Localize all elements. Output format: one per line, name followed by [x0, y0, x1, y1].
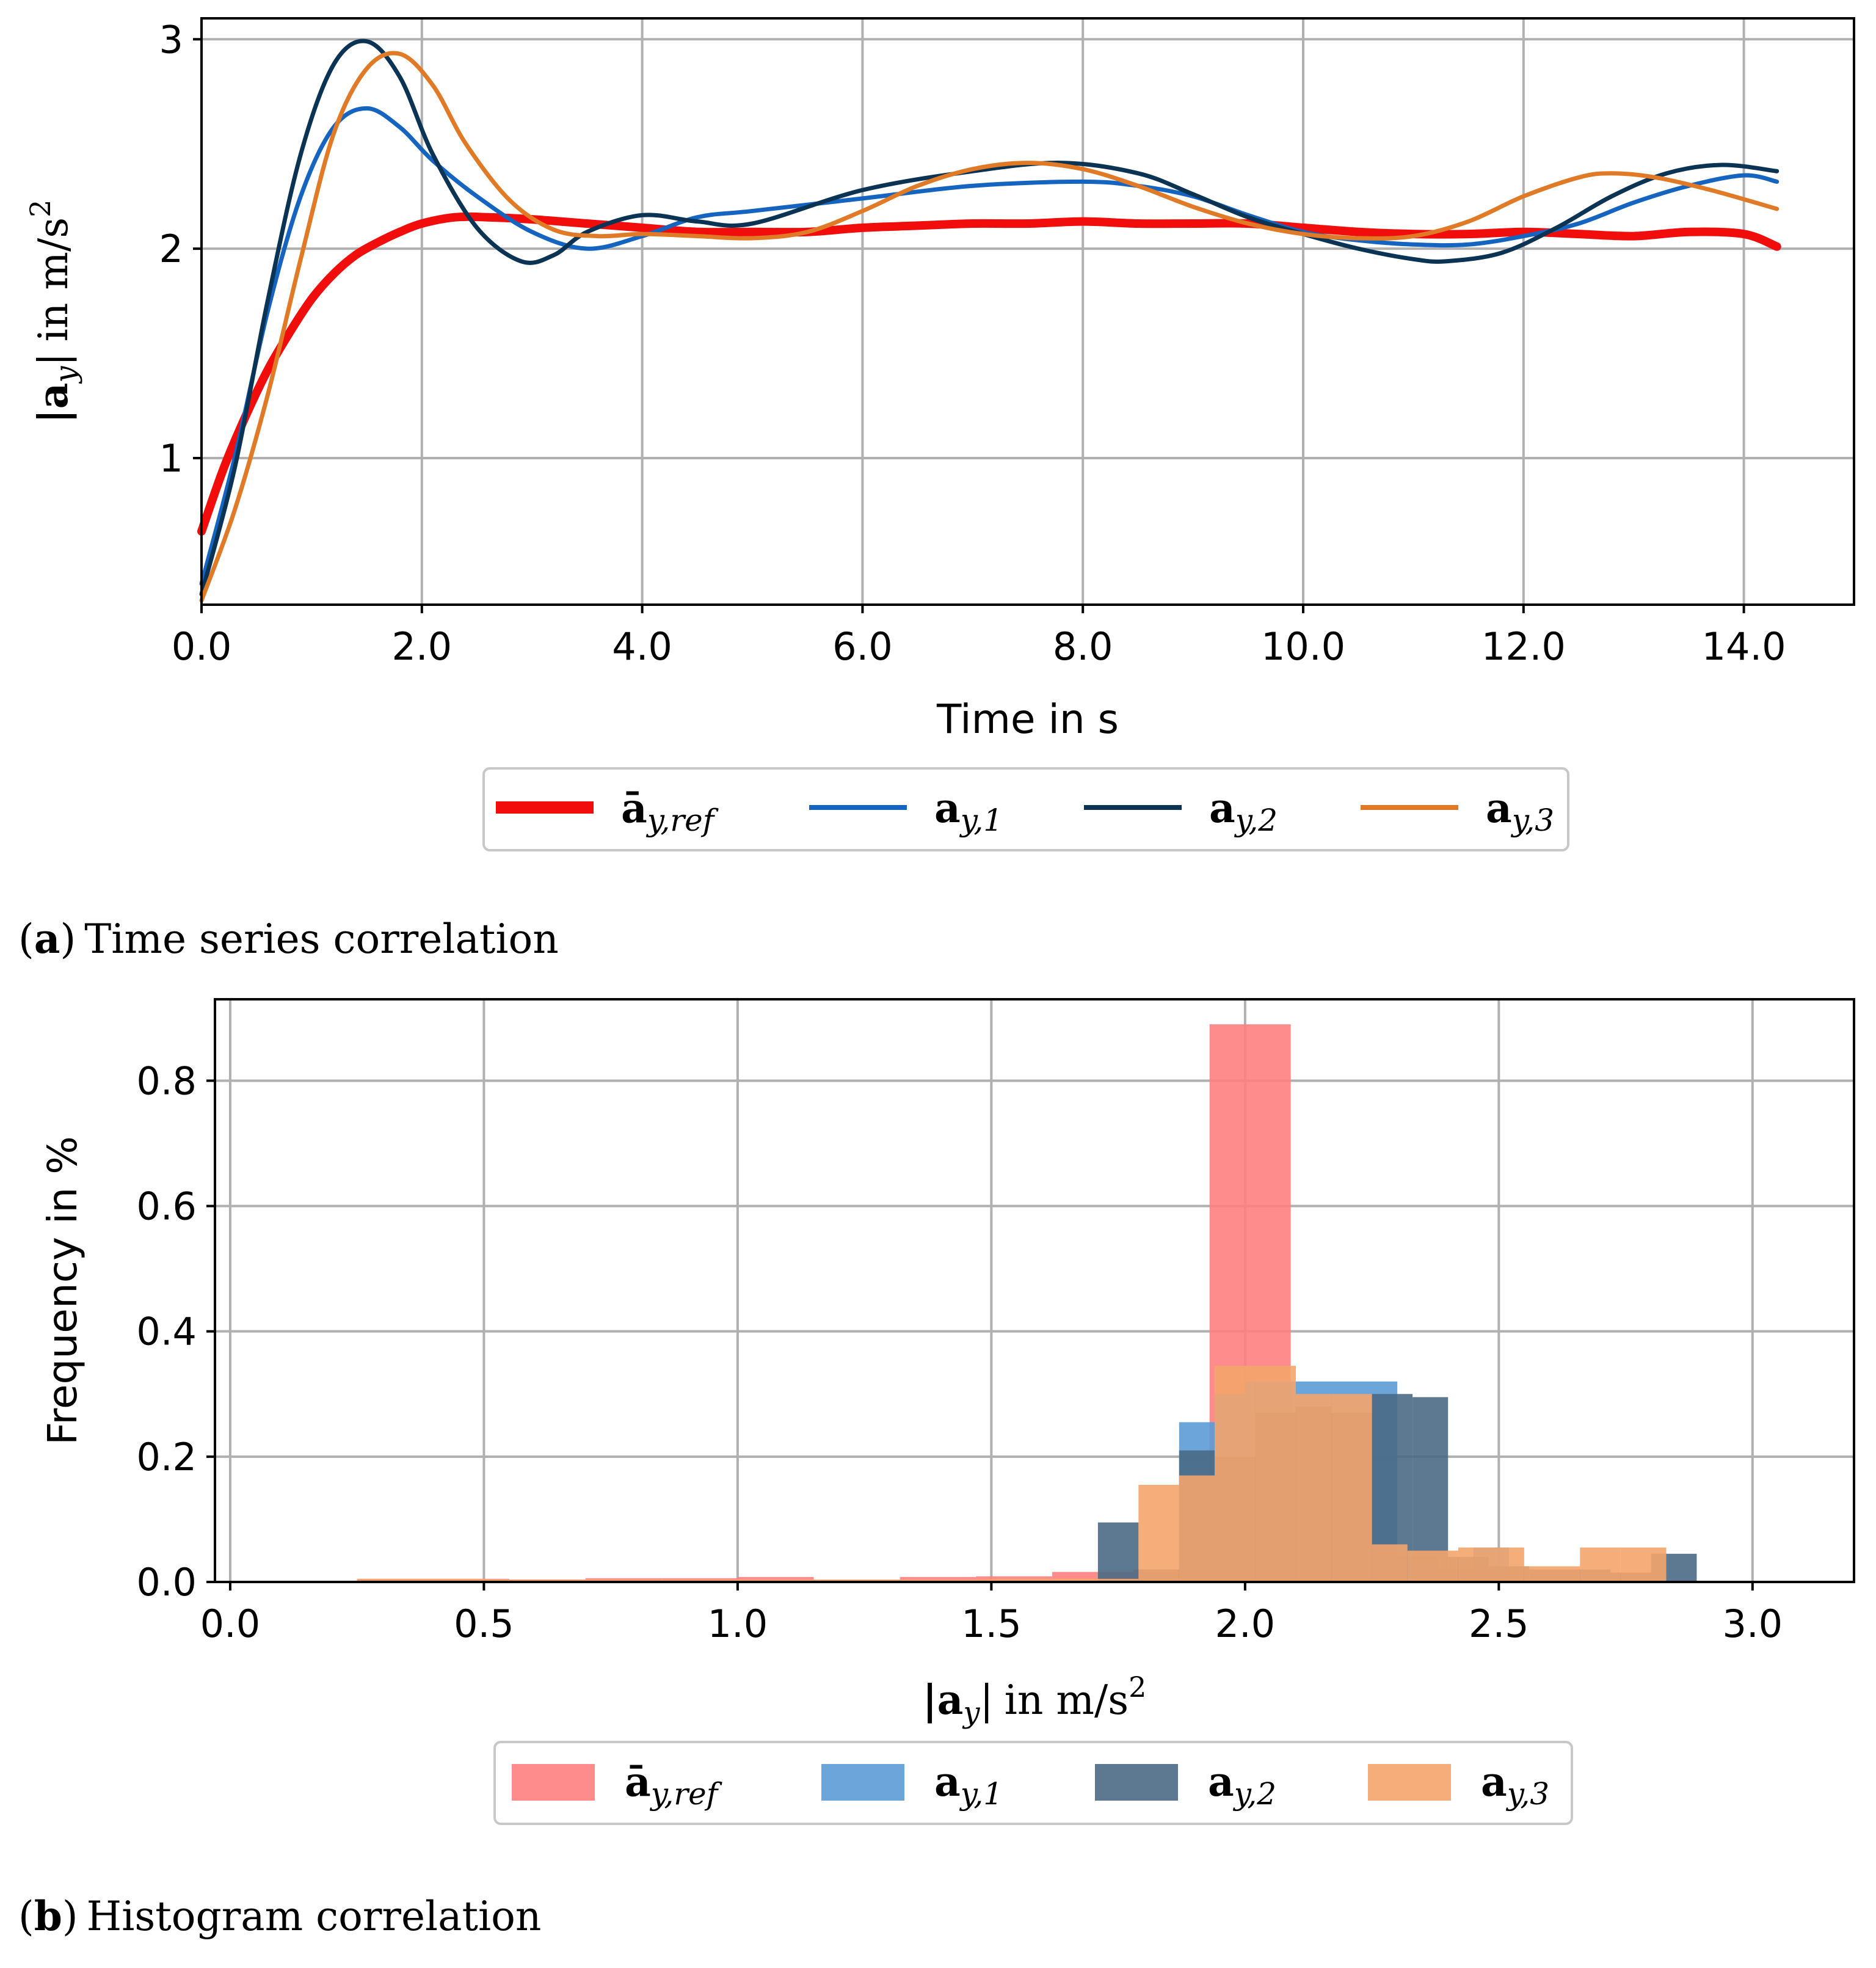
histogram-plot-frame	[214, 998, 1855, 1583]
histogram-legend-label: ay,3	[1481, 1758, 1549, 1812]
histogram-ytick-label: 0.4	[136, 1310, 197, 1354]
histogram-xlabel-unit: in m/s	[1005, 1677, 1129, 1724]
timeseries-ylabel-sub: y	[49, 366, 83, 384]
histogram-xtick-label: 0.0	[200, 1602, 261, 1646]
timeseries-ticks: 0.0 2.0 4.0 6.0 8.0 10.0 12.0 14.0 1 2 3	[159, 17, 1786, 669]
histogram-xtick-label: 2.5	[1469, 1602, 1529, 1646]
histogram-xlabel-abs: |a	[923, 1676, 964, 1724]
timeseries-xtick-label: 12.0	[1482, 624, 1566, 669]
histogram-xtick-label: 1.0	[708, 1602, 768, 1646]
histogram-ytick-label: 0.2	[136, 1435, 197, 1479]
timeseries-legend-label: āy,ref	[621, 784, 719, 838]
timeseries-xtick-label: 10.0	[1261, 624, 1345, 669]
timeseries-legend-label: ay,2	[1209, 784, 1278, 838]
histogram-caption: (b) Histogram correlation	[18, 1892, 541, 1940]
timeseries-xtick-label: 6.0	[832, 624, 893, 669]
timeseries-plot-frame	[200, 17, 1855, 606]
histogram-ytick-label: 0.8	[136, 1059, 197, 1103]
timeseries-caption: (a) Time series correlation	[18, 915, 559, 963]
timeseries-legend-label: ay,3	[1486, 784, 1554, 838]
histogram-bar-3	[1331, 1394, 1372, 1582]
timeseries-xlabel: Time in s	[936, 696, 1119, 743]
histogram-legend-label: ay,2	[1208, 1758, 1276, 1812]
histogram-ylabel: Frequency in %	[39, 1136, 86, 1445]
histogram-bar-3	[357, 1578, 484, 1582]
timeseries-line-2	[199, 38, 1780, 597]
timeseries-caption-text: Time series correlation	[84, 916, 558, 963]
timeseries-ytick-label: 2	[159, 227, 183, 271]
timeseries-line-ref	[197, 212, 1781, 536]
timeseries-ylabel-unit: in m/s	[30, 217, 77, 341]
timeseries-grid	[200, 18, 1854, 605]
histogram-xtick-label: 2.0	[1215, 1602, 1276, 1646]
timeseries-ytick-label: 3	[159, 17, 183, 62]
histogram-caption-label: b	[34, 1892, 62, 1940]
timeseries-line-1	[199, 106, 1780, 586]
timeseries-legend-label: ay,1	[934, 784, 1003, 838]
timeseries-line-3	[199, 51, 1780, 603]
histogram-grid	[215, 999, 1854, 1583]
histogram-xlabel-exp: 2	[1129, 1671, 1146, 1704]
timeseries-xtick-label: 0.0	[172, 624, 232, 669]
histogram-xtick-label: 0.5	[454, 1602, 514, 1646]
histogram-bar-3	[1580, 1547, 1621, 1582]
timeseries-xtick-label: 4.0	[612, 624, 672, 669]
histogram-bar-3	[1524, 1566, 1580, 1582]
histogram-bar-3	[737, 1579, 992, 1582]
timeseries-panel: 0.0 2.0 4.0 6.0 8.0 10.0 12.0 14.0 1 2 3 Time in s…	[18, 17, 1855, 963]
histogram-xtick-label: 3.0	[1723, 1602, 1783, 1646]
histogram-ytick-label: 0.6	[136, 1184, 197, 1229]
histogram-xtick-label: 1.5	[961, 1602, 1022, 1646]
timeseries-caption-label: a	[34, 915, 60, 963]
histogram-bar-3	[1458, 1547, 1524, 1582]
histogram-bar-3	[484, 1579, 738, 1582]
timeseries-lines	[197, 38, 1781, 603]
histogram-bar-3	[1179, 1475, 1215, 1582]
histogram-ytick-label: 0.0	[136, 1560, 197, 1605]
histogram-legend-swatch	[821, 1764, 904, 1801]
timeseries-ylabel-abs: |a	[29, 383, 77, 424]
histogram-bar-3	[1295, 1394, 1332, 1582]
timeseries-ylabel-close: |	[30, 352, 77, 366]
histogram-caption-text: Histogram correlation	[87, 1893, 542, 1940]
histogram-legend-swatch	[512, 1764, 595, 1801]
histogram-bar-3	[1255, 1366, 1296, 1582]
histogram-bar-3	[1407, 1550, 1458, 1582]
histogram-bar-3	[991, 1578, 1139, 1582]
histogram-bars	[357, 1024, 1697, 1582]
histogram-bar-3	[1214, 1366, 1256, 1582]
histogram-legend-swatch	[1095, 1764, 1178, 1801]
histogram-ticks: 0.0 0.5 1.0 1.5 2.0 2.5 3.0 0.0 0.2 0.4 0.6 0.8	[136, 1059, 1783, 1646]
timeseries-ytick-label: 1	[159, 436, 183, 481]
timeseries-xtick-label: 2.0	[391, 624, 452, 669]
histogram-xlabel-sub: y	[962, 1696, 980, 1730]
histogram-xlabel: |ay| in m/s2	[923, 1671, 1147, 1730]
histogram-legend-swatch	[1368, 1764, 1451, 1801]
timeseries-ylabel-exp: 2	[24, 200, 57, 217]
timeseries-xtick-label: 8.0	[1053, 624, 1113, 669]
timeseries-legend: āy,ref ay,1 ay,2 ay,3	[482, 767, 1569, 851]
timeseries-legend-frame	[482, 767, 1569, 851]
histogram-bar-2	[1097, 1522, 1139, 1582]
histogram-legend-label: ay,1	[934, 1758, 1003, 1812]
timeseries-ylabel: |ay| in m/s2	[24, 200, 83, 424]
histogram-panel: 0.0 0.5 1.0 1.5 2.0 2.5 3.00.00.20.40.60.8 |ay…	[18, 998, 1855, 1940]
histogram-legend: āy,ref ay,1 ay,2 ay,3	[493, 1741, 1573, 1825]
histogram-legend-frame	[493, 1741, 1573, 1825]
histogram-xlabel-close: |	[980, 1677, 994, 1724]
timeseries-xtick-label: 14.0	[1702, 624, 1786, 669]
histogram-bar-3	[1372, 1544, 1408, 1582]
histogram-legend-label: āy,ref	[625, 1758, 722, 1812]
histogram-bar-3	[1138, 1485, 1179, 1582]
histogram-bar-3	[1620, 1547, 1667, 1582]
